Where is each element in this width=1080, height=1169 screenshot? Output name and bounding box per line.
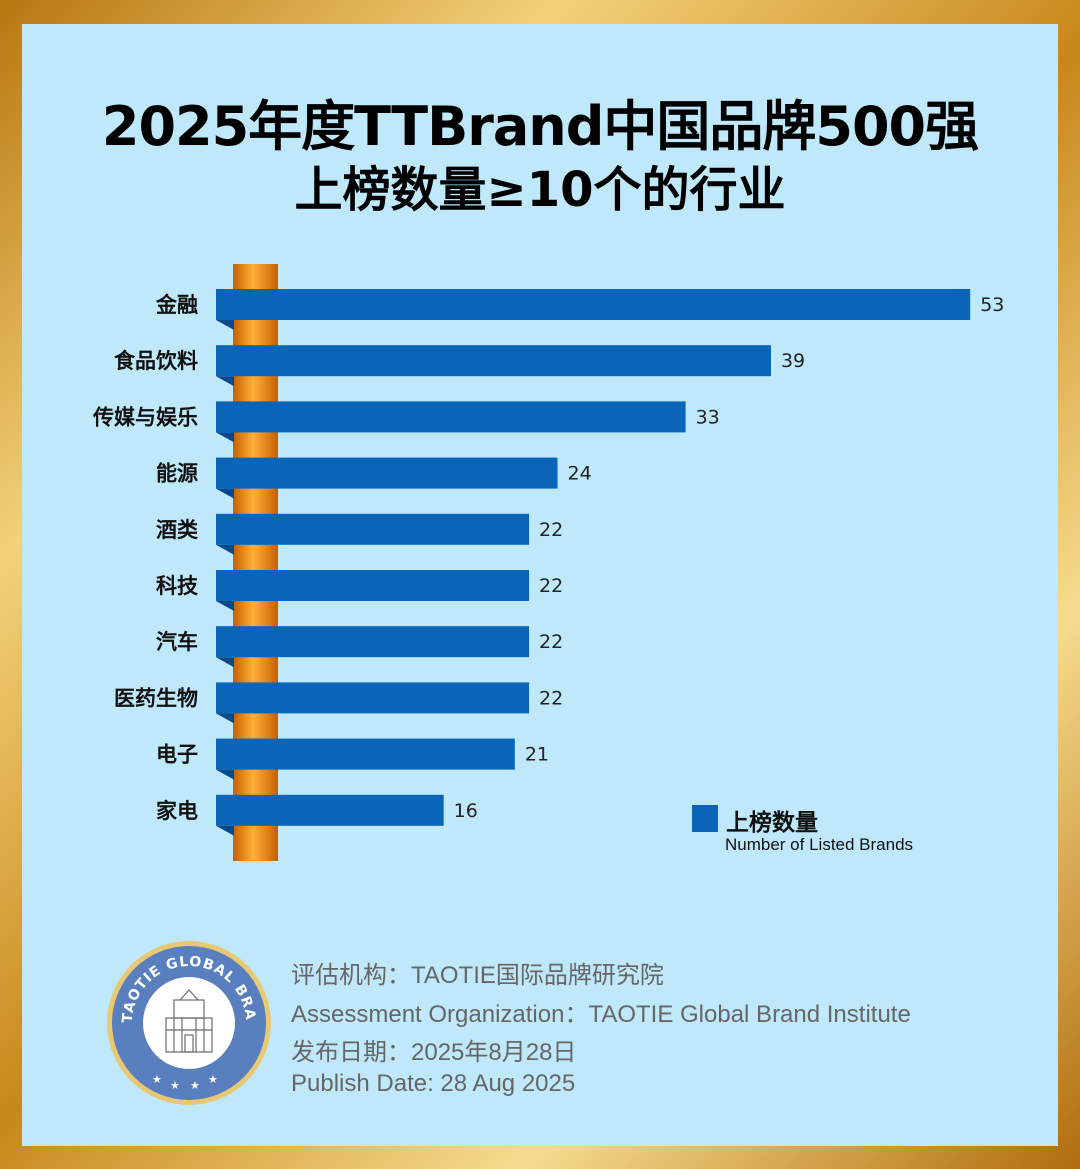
bar-fold-3	[216, 488, 234, 499]
value-label-0: 53	[980, 294, 1004, 316]
value-label-8: 21	[525, 744, 549, 766]
category-label-3: 能源	[156, 462, 198, 486]
category-label-6: 汽车	[156, 630, 198, 654]
category-label-1: 食品饮料	[114, 349, 198, 373]
svg-text:★: ★	[170, 1079, 180, 1092]
value-label-1: 39	[781, 350, 805, 372]
bar-fold-0	[216, 320, 234, 330]
org-en: Assessment Organization：TAOTIE Global Br…	[291, 1001, 911, 1028]
category-label-5: 科技	[156, 574, 199, 598]
svg-text:★: ★	[152, 1073, 162, 1086]
date-en: Publish Date: 28 Aug 2025	[291, 1070, 576, 1097]
bar-5	[216, 570, 530, 601]
bar-fold-1	[216, 376, 234, 387]
org-cn: 评估机构：TAOTIE国际品牌研究院	[291, 962, 664, 989]
category-label-7: 医药生物	[114, 686, 198, 710]
bar-fold-8	[216, 769, 234, 780]
date-cn: 发布日期：2025年8月28日	[291, 1039, 577, 1066]
value-label-2: 33	[696, 406, 720, 428]
bar-6	[216, 626, 530, 658]
value-label-5: 22	[539, 575, 563, 597]
chart-subtitle: 上榜数量≥10个的行业	[294, 162, 786, 218]
chart-title: 2025年度TTBrand中国品牌500强	[101, 95, 979, 158]
category-label-8: 电子	[156, 743, 198, 767]
legend-label-cn: 上榜数量	[726, 810, 818, 836]
seal-stars: ★ ★ ★ ★	[152, 1073, 218, 1092]
category-label-9: 家电	[156, 799, 198, 823]
legend-swatch	[692, 805, 718, 832]
value-label-9: 16	[454, 800, 478, 822]
legend-label-en: Number of Listed Brands	[725, 835, 914, 854]
bar-0	[216, 289, 971, 320]
bar-1	[216, 345, 771, 377]
bar-8	[216, 738, 515, 770]
svg-text:★: ★	[208, 1073, 218, 1086]
value-label-3: 24	[568, 463, 592, 485]
value-label-4: 22	[539, 519, 563, 541]
category-label-4: 酒类	[156, 518, 199, 542]
bar-fold-5	[216, 601, 234, 611]
bar-fold-2	[216, 432, 234, 443]
institute-seal-logo: TAOTIE GLOBAL BRAND INSTITUTE ★ ★ ★ ★	[106, 940, 271, 1105]
bar-fold-6	[216, 657, 234, 668]
bar-9	[216, 794, 444, 826]
bar-3	[216, 457, 558, 489]
category-label-2: 传媒与娱乐	[92, 405, 198, 429]
value-label-6: 22	[539, 631, 563, 653]
bar-fold-4	[216, 544, 234, 555]
value-label-7: 22	[539, 687, 563, 709]
bar-fold-9	[216, 825, 234, 836]
bar-7	[216, 682, 530, 714]
bar-fold-7	[216, 713, 234, 724]
bar-2	[216, 401, 686, 433]
category-label-0: 金融	[155, 293, 198, 317]
bar-4	[216, 513, 530, 545]
svg-text:★: ★	[190, 1079, 200, 1092]
building-icon	[165, 989, 213, 1053]
